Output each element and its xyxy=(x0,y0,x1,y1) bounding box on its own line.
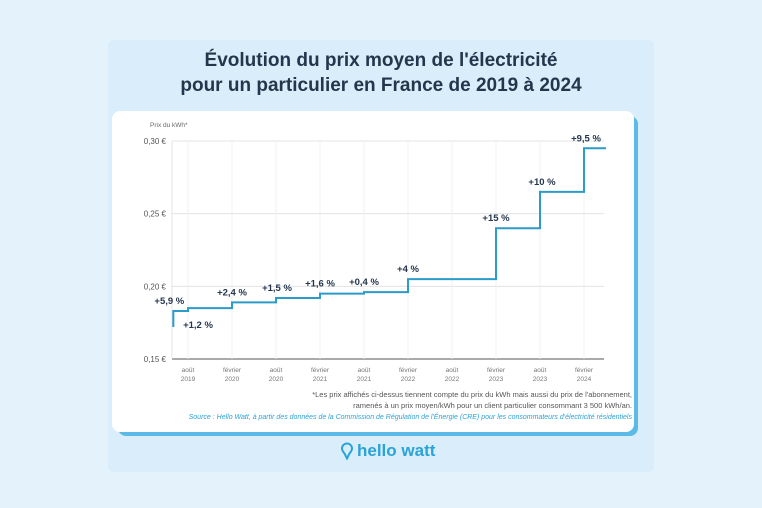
step-change-label: +5,9 % xyxy=(154,296,184,307)
footnote: *Les prix affichés ci-dessus tiennent co… xyxy=(200,389,632,411)
step-change-label: +1,6 % xyxy=(305,279,335,290)
x-tick-label-month: août xyxy=(182,367,195,374)
y-axis-label: Prix du kWh* xyxy=(150,122,188,129)
title-line-2: pour un particulier en France de 2019 à … xyxy=(180,75,582,96)
y-tick-label: 0,30 € xyxy=(144,137,167,146)
chart-title: Évolution du prix moyen de l'électricité… xyxy=(108,48,654,98)
x-tick-label-year: 2022 xyxy=(401,376,416,383)
y-tick-label: 0,15 € xyxy=(144,355,167,364)
x-tick-label-year: 2024 xyxy=(577,376,592,383)
x-tick-label-year: 2023 xyxy=(489,376,504,383)
chart-card xyxy=(112,111,634,432)
lightbulb-pin-icon xyxy=(340,442,354,460)
x-tick-label-year: 2020 xyxy=(225,376,240,383)
y-tick-label: 0,20 € xyxy=(144,282,167,291)
step-change-label: +0,4 % xyxy=(349,277,379,288)
step-change-label: +15 % xyxy=(482,213,510,224)
x-tick-label-month: février xyxy=(487,367,506,374)
x-tick-label-month: février xyxy=(399,367,418,374)
hello-watt-logo: hello watt xyxy=(340,441,435,461)
x-tick-label-month: août xyxy=(534,367,547,374)
x-tick-label-year: 2021 xyxy=(313,376,328,383)
step-change-label: +1,5 % xyxy=(262,283,292,294)
x-tick-label-month: août xyxy=(270,367,283,374)
x-tick-label-year: 2021 xyxy=(357,376,372,383)
y-tick-label: 0,25 € xyxy=(144,210,167,219)
x-tick-label-year: 2022 xyxy=(445,376,460,383)
footnote-line-1: *Les prix affichés ci-dessus tiennent co… xyxy=(312,390,632,399)
x-tick-label-year: 2020 xyxy=(269,376,284,383)
step-change-label: +1,2 % xyxy=(183,320,213,331)
step-change-label: +2,4 % xyxy=(217,287,247,298)
x-tick-label-year: 2023 xyxy=(533,376,548,383)
step-change-label: +4 % xyxy=(397,264,419,275)
step-change-label: +9,5 % xyxy=(571,133,601,144)
x-tick-label-month: février xyxy=(223,367,242,374)
x-tick-label-month: août xyxy=(358,367,371,374)
x-tick-label-month: février xyxy=(311,367,330,374)
title-line-1: Évolution du prix moyen de l'électricité xyxy=(204,50,558,71)
logo-text: hello watt xyxy=(357,441,436,460)
footnote-line-2: ramenés à un prix moyen/kWh pour un clie… xyxy=(353,401,632,410)
x-tick-label-month: février xyxy=(575,367,594,374)
x-tick-label-year: 2019 xyxy=(181,376,196,383)
price-step-line xyxy=(172,147,606,328)
step-change-label: +10 % xyxy=(528,177,556,188)
x-tick-label-month: août xyxy=(446,367,459,374)
source-note: Source : Hello Watt, à partir des donnée… xyxy=(188,414,632,421)
